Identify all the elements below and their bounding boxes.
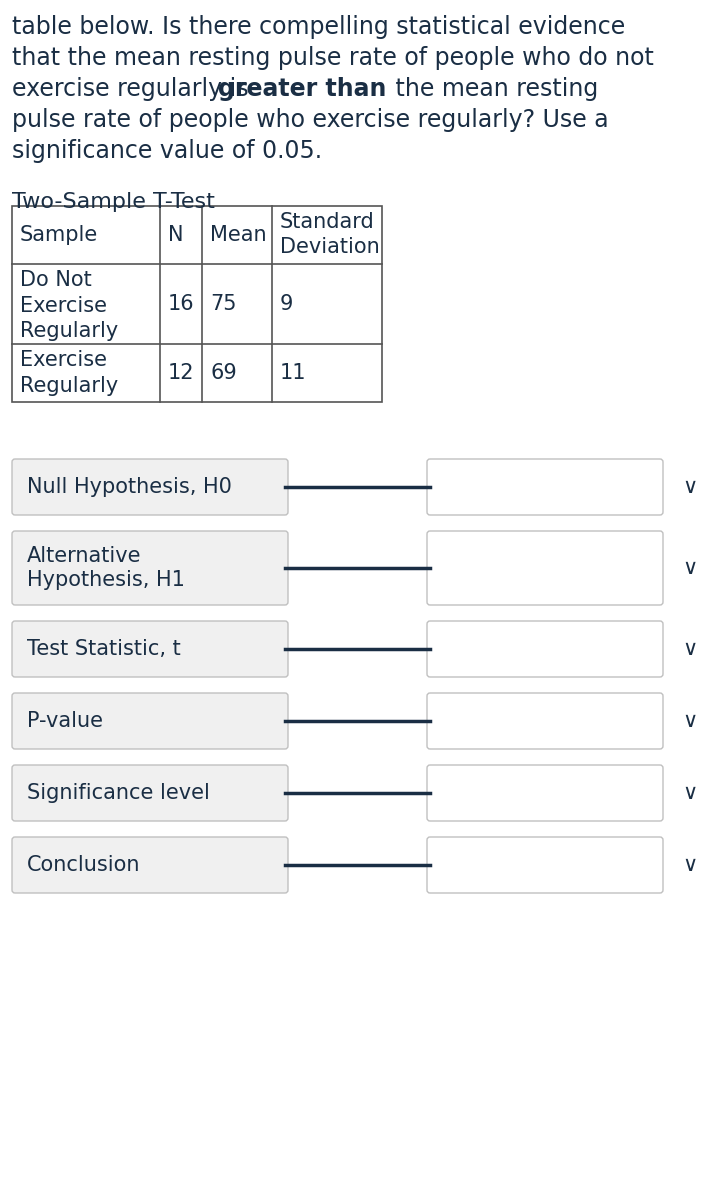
Text: ∨: ∨	[682, 854, 698, 875]
Text: table below. Is there compelling statistical evidence: table below. Is there compelling statist…	[12, 14, 625, 38]
Text: N: N	[168, 226, 184, 245]
FancyBboxPatch shape	[427, 530, 663, 605]
Text: ∨: ∨	[682, 638, 698, 659]
Text: significance value of 0.05.: significance value of 0.05.	[12, 139, 322, 163]
Text: ∨: ∨	[682, 558, 698, 578]
Text: Do Not
Exercise
Regularly: Do Not Exercise Regularly	[20, 270, 118, 341]
FancyBboxPatch shape	[12, 766, 288, 821]
Text: Standard
Deviation: Standard Deviation	[280, 212, 380, 257]
Text: Two-Sample T-Test: Two-Sample T-Test	[12, 192, 215, 212]
Text: ∨: ∨	[682, 710, 698, 731]
Text: 9: 9	[280, 294, 293, 314]
Bar	[12, 206, 382, 402]
Text: Sample: Sample	[20, 226, 98, 245]
Text: Exercise
Regularly: Exercise Regularly	[20, 350, 118, 396]
Text: the mean resting: the mean resting	[388, 77, 598, 101]
Text: Conclusion: Conclusion	[27, 854, 141, 875]
Text: ∨: ∨	[682, 782, 698, 803]
Text: 75: 75	[210, 294, 237, 314]
Text: 69: 69	[210, 362, 237, 383]
FancyBboxPatch shape	[427, 766, 663, 821]
FancyBboxPatch shape	[427, 458, 663, 515]
FancyBboxPatch shape	[12, 692, 288, 749]
Text: ∨: ∨	[682, 476, 698, 497]
Text: 12: 12	[168, 362, 194, 383]
FancyBboxPatch shape	[427, 692, 663, 749]
Text: that the mean resting pulse rate of people who do not: that the mean resting pulse rate of peop…	[12, 46, 654, 70]
Text: Alternative
Hypothesis, H1: Alternative Hypothesis, H1	[27, 546, 185, 590]
FancyBboxPatch shape	[427, 622, 663, 677]
FancyBboxPatch shape	[12, 622, 288, 677]
FancyBboxPatch shape	[427, 838, 663, 893]
Text: P-value: P-value	[27, 710, 103, 731]
Text: 11: 11	[280, 362, 307, 383]
FancyBboxPatch shape	[12, 838, 288, 893]
Text: Mean: Mean	[210, 226, 267, 245]
Text: Null Hypothesis, H0: Null Hypothesis, H0	[27, 476, 232, 497]
Text: pulse rate of people who exercise regularly? Use a: pulse rate of people who exercise regula…	[12, 108, 608, 132]
Text: Test Statistic, t: Test Statistic, t	[27, 638, 181, 659]
Text: greater than: greater than	[218, 77, 386, 101]
Text: Significance level: Significance level	[27, 782, 210, 803]
FancyBboxPatch shape	[12, 458, 288, 515]
Text: exercise regularly is: exercise regularly is	[12, 77, 256, 101]
FancyBboxPatch shape	[12, 530, 288, 605]
Text: 16: 16	[168, 294, 194, 314]
